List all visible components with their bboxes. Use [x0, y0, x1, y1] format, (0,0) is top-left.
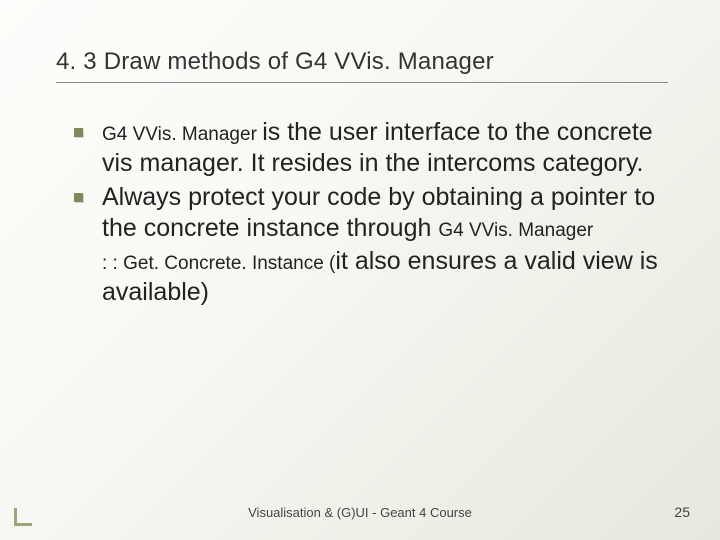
list-item: Always protect your code by obtaining a …: [74, 182, 680, 245]
title-underline: [56, 82, 668, 83]
slide-footer: Visualisation & (G)UI - Geant 4 Course: [0, 505, 720, 520]
code-text: G4 VVis. Manager: [438, 220, 593, 241]
code-text: : : Get. Concrete. Instance (: [102, 253, 335, 274]
slide-body: G4 VVis. Manager is the user interface t…: [56, 117, 688, 516]
corner-accent-icon: [14, 508, 32, 526]
slide: 4. 3 Draw methods of G4 VVis. Manager G4…: [0, 0, 720, 540]
continuation-text: : : Get. Concrete. Instance (it also ens…: [56, 246, 688, 309]
list-item: G4 VVis. Manager is the user interface t…: [74, 117, 680, 180]
page-number: 25: [674, 504, 690, 520]
bullet-list: G4 VVis. Manager is the user interface t…: [56, 117, 688, 244]
slide-title: 4. 3 Draw methods of G4 VVis. Manager: [56, 48, 688, 76]
code-text: G4 VVis. Manager: [102, 124, 262, 145]
